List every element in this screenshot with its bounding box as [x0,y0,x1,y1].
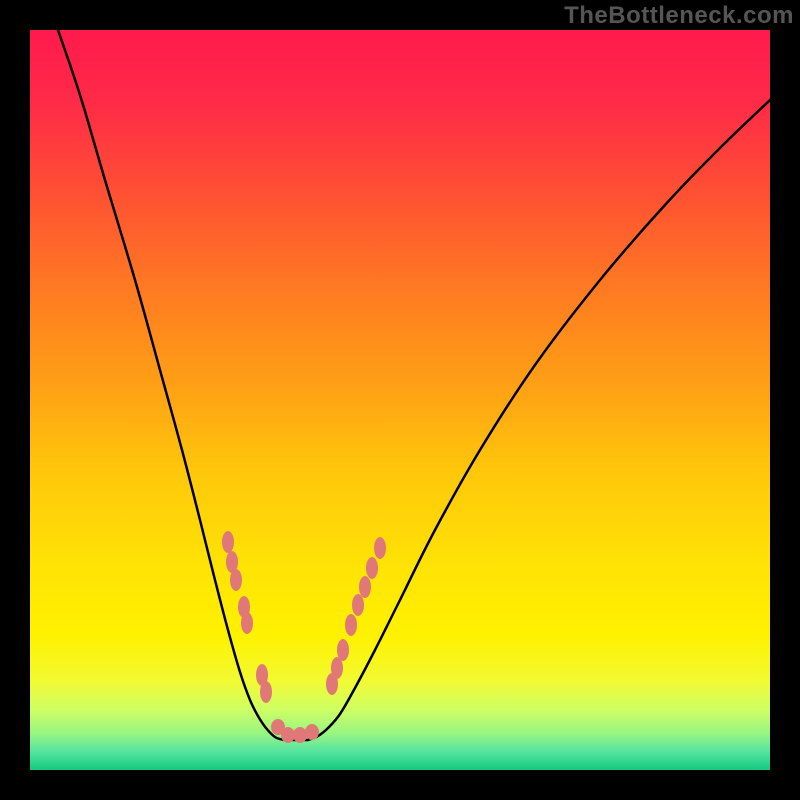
watermark-text: TheBottleneck.com [564,2,794,30]
marker-bottom [305,724,319,740]
marker-right [345,614,357,636]
gradient-background [30,30,770,770]
marker-right [359,576,371,598]
marker-left [241,612,253,634]
marker-right [374,537,386,559]
bottleneck-curve-chart [30,30,770,770]
marker-bottom [281,727,295,743]
plot-area [30,30,770,770]
marker-left [260,681,272,703]
marker-left [222,531,234,553]
marker-right [337,639,349,661]
marker-bottom [293,727,307,743]
marker-left [230,569,242,591]
marker-right [366,557,378,579]
marker-right [352,594,364,616]
